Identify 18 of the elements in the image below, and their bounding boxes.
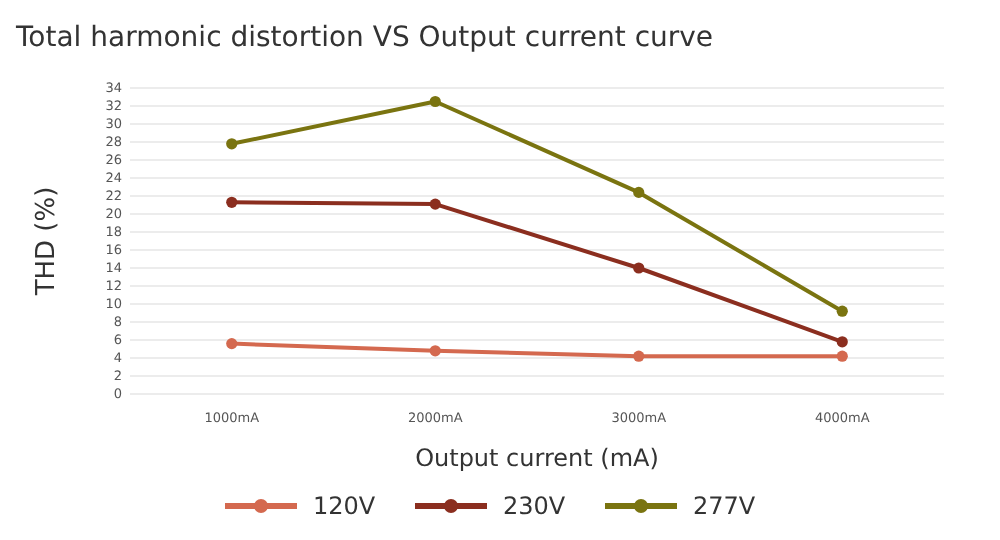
chart-title: Total harmonic distortion VS Output current curve <box>14 22 714 54</box>
y-axis-title: THD (%) <box>32 186 62 298</box>
point <box>429 95 441 108</box>
legend-label: 277V <box>693 492 757 521</box>
legend-label: 230V <box>503 492 567 521</box>
point <box>226 196 238 208</box>
point <box>226 138 238 150</box>
point <box>836 350 848 362</box>
point <box>429 198 441 210</box>
point <box>633 262 645 274</box>
point <box>429 345 441 357</box>
x-axis-title: Output current (mA) <box>415 444 659 472</box>
point <box>836 336 848 348</box>
point <box>226 338 238 350</box>
point <box>633 350 645 362</box>
point <box>633 186 645 198</box>
point <box>836 305 848 317</box>
legend-label: 120V <box>313 492 377 521</box>
